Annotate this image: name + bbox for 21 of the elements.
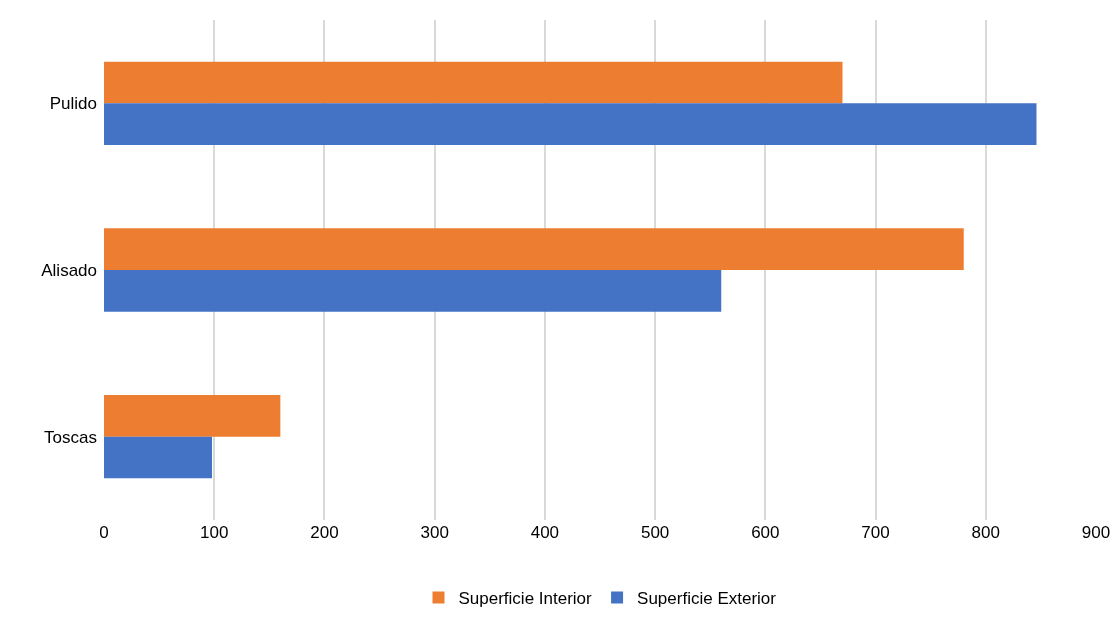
x-tick-label: 500 [640, 523, 670, 542]
x-tick-label: 600 [751, 523, 780, 542]
y-tick-label: Toscas [44, 427, 97, 447]
x-tick-label: 700 [861, 523, 890, 542]
x-tick-label: 900 [1081, 523, 1111, 542]
x-tick-label: 400 [530, 523, 560, 542]
x-tick-label: 0 [99, 523, 109, 542]
x-tick-label: 300 [420, 523, 449, 542]
bar [104, 228, 964, 270]
bar [104, 436, 213, 479]
legend-label: Superficie Interior [458, 589, 593, 609]
y-tick-label: Pulido [49, 94, 97, 114]
bar [104, 61, 843, 104]
x-tick-label: 200 [310, 523, 339, 542]
bar [104, 270, 722, 312]
x-tick-label: 800 [971, 523, 1000, 542]
legend-label: Superficie Exterior [637, 589, 777, 609]
x-tick-label: 100 [200, 523, 229, 542]
y-tick-label: Alisado [41, 260, 97, 280]
bar [104, 103, 1037, 145]
bar [104, 395, 281, 437]
